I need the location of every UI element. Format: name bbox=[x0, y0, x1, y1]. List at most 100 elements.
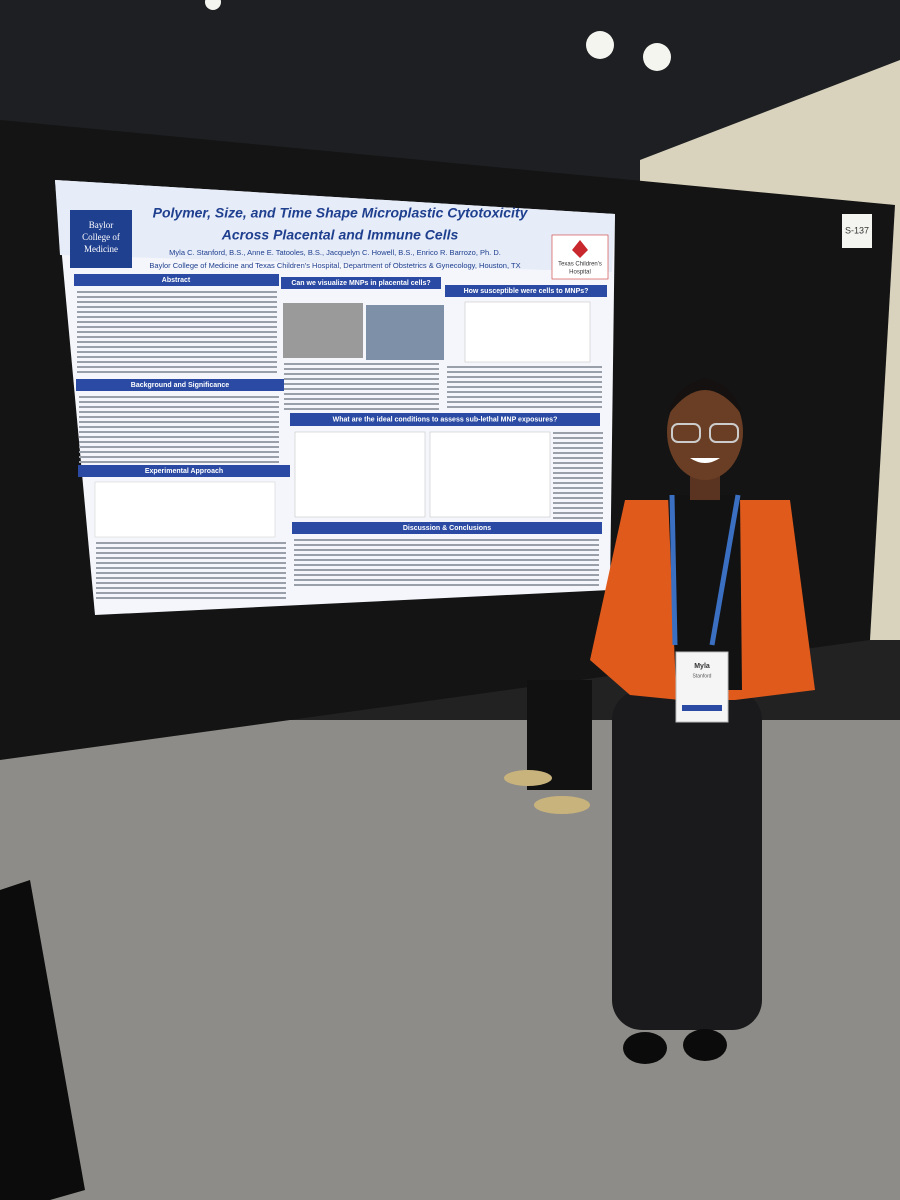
text-line bbox=[284, 408, 439, 410]
text-line bbox=[96, 562, 286, 564]
text-line bbox=[294, 549, 599, 551]
logo-left-text: Baylor bbox=[89, 220, 114, 230]
text-line bbox=[553, 472, 603, 474]
section-bar bbox=[445, 285, 607, 297]
logo-left-text: College of bbox=[82, 232, 120, 242]
text-line bbox=[77, 316, 277, 318]
text-line bbox=[553, 482, 603, 484]
text-line bbox=[553, 492, 603, 494]
text-line bbox=[294, 539, 599, 541]
text-line bbox=[77, 296, 277, 298]
text-line bbox=[79, 426, 279, 428]
section-heading: Can we visualize MNPs in placental cells… bbox=[291, 280, 430, 287]
text-line bbox=[553, 467, 603, 469]
text-line bbox=[447, 401, 602, 403]
text-line bbox=[96, 542, 286, 544]
text-line bbox=[77, 366, 277, 368]
text-line bbox=[294, 559, 599, 561]
text-line bbox=[96, 552, 286, 554]
section-heading: Discussion & Conclusions bbox=[403, 525, 491, 532]
text-line bbox=[553, 502, 603, 504]
text-line bbox=[79, 401, 279, 403]
text-line bbox=[77, 341, 277, 343]
text-line bbox=[79, 436, 279, 438]
text-line bbox=[447, 381, 602, 383]
text-line bbox=[284, 368, 439, 370]
text-line bbox=[79, 431, 279, 433]
bar-figure bbox=[464, 301, 591, 363]
text-line bbox=[79, 446, 279, 448]
ceiling-light bbox=[586, 31, 614, 59]
shoe bbox=[623, 1032, 667, 1064]
floor bbox=[0, 720, 900, 1200]
text-line bbox=[447, 396, 602, 398]
text-line bbox=[284, 398, 439, 400]
text-line bbox=[96, 567, 286, 569]
face bbox=[667, 384, 743, 480]
text-line bbox=[294, 569, 599, 571]
lanyard bbox=[669, 494, 678, 646]
text-line bbox=[553, 442, 603, 444]
text-line bbox=[79, 396, 279, 398]
text-line bbox=[284, 363, 439, 365]
stanchion bbox=[0, 880, 85, 1200]
section-heading: Abstract bbox=[162, 277, 191, 284]
text-line bbox=[77, 291, 277, 293]
text-line bbox=[553, 457, 603, 459]
text-line bbox=[77, 371, 277, 373]
shoe bbox=[534, 796, 590, 814]
text-line bbox=[553, 477, 603, 479]
text-line bbox=[553, 497, 603, 499]
section-heading: Background and Significance bbox=[131, 382, 230, 389]
shoe bbox=[504, 770, 552, 786]
section-bar bbox=[290, 413, 600, 426]
lanyard bbox=[709, 494, 741, 646]
text-line bbox=[284, 383, 439, 385]
text-line bbox=[79, 461, 279, 463]
text-line bbox=[96, 587, 286, 589]
text-line bbox=[96, 557, 286, 559]
top bbox=[668, 495, 742, 690]
text-line bbox=[284, 403, 439, 405]
text-line bbox=[77, 331, 277, 333]
ceiling-light bbox=[205, 0, 221, 10]
text-line bbox=[77, 306, 277, 308]
text-line bbox=[96, 547, 286, 549]
text-line bbox=[77, 326, 277, 328]
text-line bbox=[447, 371, 602, 373]
glasses bbox=[709, 423, 739, 443]
micrograph bbox=[366, 305, 444, 360]
text-line bbox=[294, 554, 599, 556]
text-line bbox=[77, 311, 277, 313]
text-line bbox=[77, 361, 277, 363]
shoe bbox=[683, 1029, 727, 1061]
text-line bbox=[553, 512, 603, 514]
text-line bbox=[294, 584, 599, 586]
text-line bbox=[553, 447, 603, 449]
text-line bbox=[447, 391, 602, 393]
text-line bbox=[294, 574, 599, 576]
logo-left-text: Medicine bbox=[84, 244, 118, 254]
badge-stripe bbox=[682, 705, 722, 711]
section-heading: Experimental Approach bbox=[145, 468, 223, 475]
poster-title: Polymer, Size, and Time Shape Microplast… bbox=[153, 205, 529, 221]
text-line bbox=[553, 437, 603, 439]
logo-left bbox=[70, 210, 132, 268]
badge-surname: Stanford bbox=[693, 673, 712, 679]
text-line bbox=[96, 597, 286, 599]
section-bar bbox=[292, 522, 602, 534]
smile bbox=[690, 458, 720, 463]
text-line bbox=[284, 393, 439, 395]
text-line bbox=[447, 386, 602, 388]
text-line bbox=[294, 564, 599, 566]
text-line bbox=[284, 373, 439, 375]
section-bar bbox=[76, 379, 284, 391]
poster-authors: Myla C. Stanford, B.S., Anne E. Tatooles… bbox=[169, 248, 501, 257]
text-line bbox=[79, 411, 279, 413]
text-line bbox=[96, 592, 286, 594]
text-line bbox=[96, 572, 286, 574]
text-line bbox=[77, 346, 277, 348]
ceiling-light bbox=[643, 43, 671, 71]
text-line bbox=[553, 452, 603, 454]
text-line bbox=[553, 462, 603, 464]
